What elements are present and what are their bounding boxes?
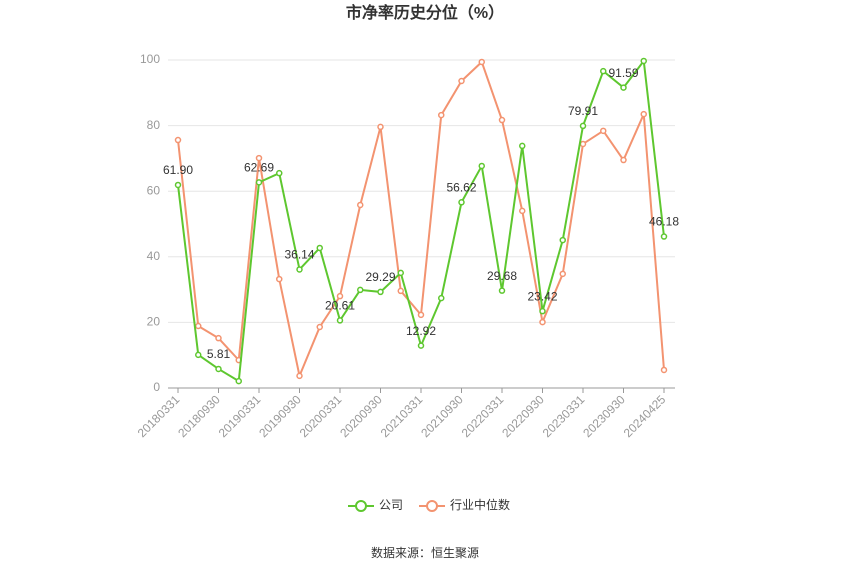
data-label: 62.69 <box>244 161 274 175</box>
data-point <box>255 154 263 162</box>
legend-label: 公司 <box>379 498 403 512</box>
data-label: 36.14 <box>284 248 314 262</box>
x-tick-label: 20230930 <box>580 392 628 440</box>
data-label: 79.91 <box>568 104 598 118</box>
data-point <box>458 77 465 85</box>
data-point <box>195 322 202 330</box>
legend-label: 行业中位数 <box>450 497 510 512</box>
y-tick-label: 80 <box>147 118 161 132</box>
data-label: 5.81 <box>207 347 231 361</box>
data-point <box>296 372 303 380</box>
data-point <box>600 67 607 75</box>
x-tick-label: 20200930 <box>337 392 385 440</box>
x-tick-label: 20210930 <box>418 392 466 440</box>
data-point <box>498 116 506 124</box>
data-label: 20.61 <box>325 299 355 313</box>
data-label: 29.68 <box>487 269 517 283</box>
data-point <box>640 110 647 118</box>
data-point <box>620 156 627 164</box>
y-tick-label: 40 <box>147 249 161 263</box>
x-tick-label: 20200331 <box>297 392 345 440</box>
data-point <box>316 323 323 331</box>
data-point <box>478 162 485 170</box>
data-point <box>620 84 627 91</box>
data-point <box>397 287 404 295</box>
data-point <box>660 366 668 374</box>
data-point <box>600 127 607 135</box>
y-tick-label: 20 <box>147 315 161 329</box>
data-point <box>215 334 222 342</box>
data-point <box>417 342 425 349</box>
legend-item: 行业中位数 <box>419 497 510 512</box>
x-tick-label: 20240425 <box>621 392 669 440</box>
data-point <box>478 58 485 66</box>
data-label: 12.92 <box>406 324 436 338</box>
x-tick-label: 20180930 <box>175 392 223 440</box>
x-tick-label: 20220930 <box>499 392 547 440</box>
data-point <box>174 181 182 189</box>
data-point <box>215 365 222 373</box>
data-point <box>316 244 323 252</box>
data-point <box>255 179 263 186</box>
legend-marker <box>355 500 367 512</box>
data-point <box>357 286 364 294</box>
data-point <box>579 140 587 148</box>
data-point <box>336 292 344 300</box>
data-point <box>195 351 202 359</box>
data-point <box>640 57 647 65</box>
data-label: 91.59 <box>608 66 638 80</box>
data-point <box>458 199 465 206</box>
data-point <box>235 377 242 385</box>
data-point <box>296 266 303 273</box>
x-tick-label: 20230331 <box>540 392 588 440</box>
data-point <box>336 317 344 324</box>
y-tick-label: 0 <box>153 380 160 394</box>
x-tick-label: 20210331 <box>378 392 426 440</box>
data-point <box>377 123 384 131</box>
data-label: 29.29 <box>365 270 395 284</box>
data-point <box>276 275 283 283</box>
x-tick-label: 20190930 <box>256 392 304 440</box>
y-tick-label: 100 <box>140 52 160 66</box>
data-point <box>276 169 283 177</box>
data-label: 61.90 <box>163 163 193 177</box>
data-point <box>417 311 425 319</box>
data-point <box>397 269 404 277</box>
data-label: 46.18 <box>649 215 679 229</box>
data-point <box>377 288 384 296</box>
data-point <box>539 318 546 326</box>
x-tick-label: 20180331 <box>135 392 183 440</box>
data-point <box>438 294 445 302</box>
data-point <box>559 236 566 244</box>
source-note: 数据来源：恒生聚源 <box>371 545 479 560</box>
data-point <box>498 287 506 294</box>
data-label: 23.42 <box>527 289 557 303</box>
data-point <box>539 307 546 315</box>
legend-marker <box>426 500 439 512</box>
legend-item: 公司 <box>348 498 403 512</box>
chart-title: 市净率历史分位（%） <box>346 3 504 22</box>
data-point <box>660 233 668 240</box>
data-point <box>519 207 526 215</box>
data-point <box>519 142 526 150</box>
data-point <box>357 201 364 209</box>
data-label: 56.62 <box>446 180 476 194</box>
data-point <box>559 270 566 278</box>
data-point <box>438 111 445 119</box>
x-tick-label: 20220331 <box>459 392 507 440</box>
data-point <box>174 136 182 144</box>
x-tick-label: 20190331 <box>216 392 264 440</box>
y-tick-label: 60 <box>147 183 161 197</box>
data-point <box>579 122 587 130</box>
